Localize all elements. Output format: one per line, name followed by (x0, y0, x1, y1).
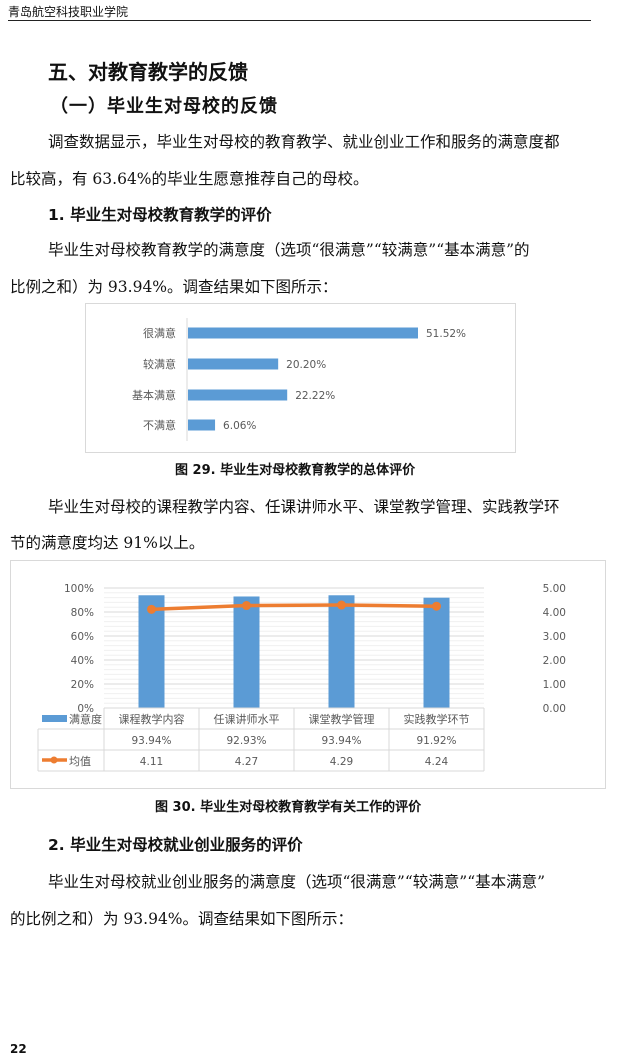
data-label: 20.20% (286, 359, 326, 371)
data-label: 22.22% (295, 390, 335, 402)
line-point (242, 601, 251, 611)
category-label: 很满意 (143, 326, 176, 340)
category-label: 较满意 (143, 357, 176, 371)
bar (328, 595, 355, 708)
header-rule (8, 20, 591, 21)
right-axis-tick: 2.00 (543, 655, 566, 667)
bar (138, 595, 165, 708)
legend-label: 满意度 (69, 712, 102, 726)
category-label: 不满意 (143, 418, 176, 432)
paragraph-line: 的比例之和）为 93.94%。调查结果如下图所示： (10, 910, 354, 928)
bar (233, 596, 260, 708)
section-title: 五、对教育教学的反馈 (48, 60, 248, 84)
paragraph-line: 毕业生对母校就业创业服务的满意度（选项“很满意”“较满意”“基本满意” (48, 873, 546, 891)
chart-30-svg: 0% 20% 40% 60% 80% 100% 0.00 1.00 2.00 3.00 4.00 5.… (37, 583, 566, 772)
left-axis-tick: 20% (71, 679, 94, 691)
legend-label: 均值 (69, 755, 91, 768)
subsection-title: （一）毕业生对母校的反馈 (50, 96, 278, 117)
figure-caption: 图 29. 毕业生对母校教育教学的总体评价 (175, 463, 416, 478)
right-axis-tick: 3.00 (543, 631, 566, 643)
data-label: 6.06% (223, 420, 256, 432)
table-value: 4.11 (140, 756, 163, 768)
left-axis-tick: 60% (71, 631, 94, 643)
paragraph-line: 调查数据显示，毕业生对母校的教育教学、就业创业工作和服务的满意度都 (48, 133, 560, 151)
paragraph-line: 毕业生对母校的课程教学内容、任课讲师水平、课堂教学管理、实践教学环 (48, 498, 560, 516)
right-axis-tick: 0.00 (543, 703, 566, 715)
legend-bar-key (42, 715, 67, 722)
right-axis-tick: 4.00 (543, 607, 566, 619)
chart-29: 很满意 51.52% 较满意 20.20% 基本满意 22.22% 不满意 6.06% (85, 303, 516, 453)
line-point (147, 604, 156, 614)
data-label: 51.52% (426, 328, 466, 340)
left-axis-tick: 100% (64, 583, 94, 595)
table-value: 4.24 (425, 756, 449, 768)
category-label: 课堂教学管理 (309, 712, 375, 726)
right-axis-tick: 5.00 (543, 583, 566, 595)
table-value: 4.27 (235, 756, 258, 768)
chart-29-svg: 很满意 51.52% 较满意 20.20% 基本满意 22.22% 不满意 6.06% (132, 318, 466, 441)
running-header: 青岛航空科技职业学院 (8, 5, 129, 19)
paragraph-line: 比例之和）为 93.94%。调查结果如下图所示： (10, 278, 338, 296)
category-label: 课程教学内容 (119, 712, 185, 726)
bar (188, 358, 279, 370)
right-axis-tick: 1.00 (543, 679, 566, 691)
item-heading: 2. 毕业生对母校就业创业服务的评价 (48, 836, 303, 854)
category-label: 基本满意 (132, 388, 176, 402)
left-axis-tick: 40% (71, 655, 94, 667)
figure-caption: 图 30. 毕业生对母校教育教学有关工作的评价 (155, 800, 422, 815)
paragraph-line: 节的满意度均达 91%以上。 (10, 534, 205, 552)
table-value: 93.94% (321, 735, 361, 747)
line-point (337, 600, 346, 610)
line-series (151, 603, 437, 612)
table-value: 93.94% (131, 735, 171, 747)
paragraph-line: 毕业生对母校教育教学的满意度（选项“很满意”“较满意”“基本满意”的 (48, 241, 530, 259)
paragraph-line: 比较高，有 63.64%的毕业生愿意推荐自己的母校。 (10, 170, 369, 188)
legend-line-marker (50, 756, 58, 764)
bar (188, 327, 418, 339)
item-heading: 1. 毕业生对母校教育教学的评价 (48, 206, 272, 224)
line-point (432, 601, 441, 611)
table-value: 91.92% (416, 735, 456, 747)
table-value: 4.29 (330, 756, 353, 768)
bar (188, 419, 216, 431)
chart-30: 0% 20% 40% 60% 80% 100% 0.00 1.00 2.00 3.00 4.00 5.… (10, 560, 606, 789)
bar (423, 597, 450, 708)
page-number: 22 (10, 1042, 27, 1056)
table-value: 92.93% (226, 735, 266, 747)
category-label: 任课讲师水平 (214, 712, 280, 726)
left-axis-tick: 0% (77, 703, 94, 715)
category-label: 实践教学环节 (404, 712, 470, 726)
bar (188, 389, 288, 401)
left-axis-tick: 80% (71, 607, 94, 619)
